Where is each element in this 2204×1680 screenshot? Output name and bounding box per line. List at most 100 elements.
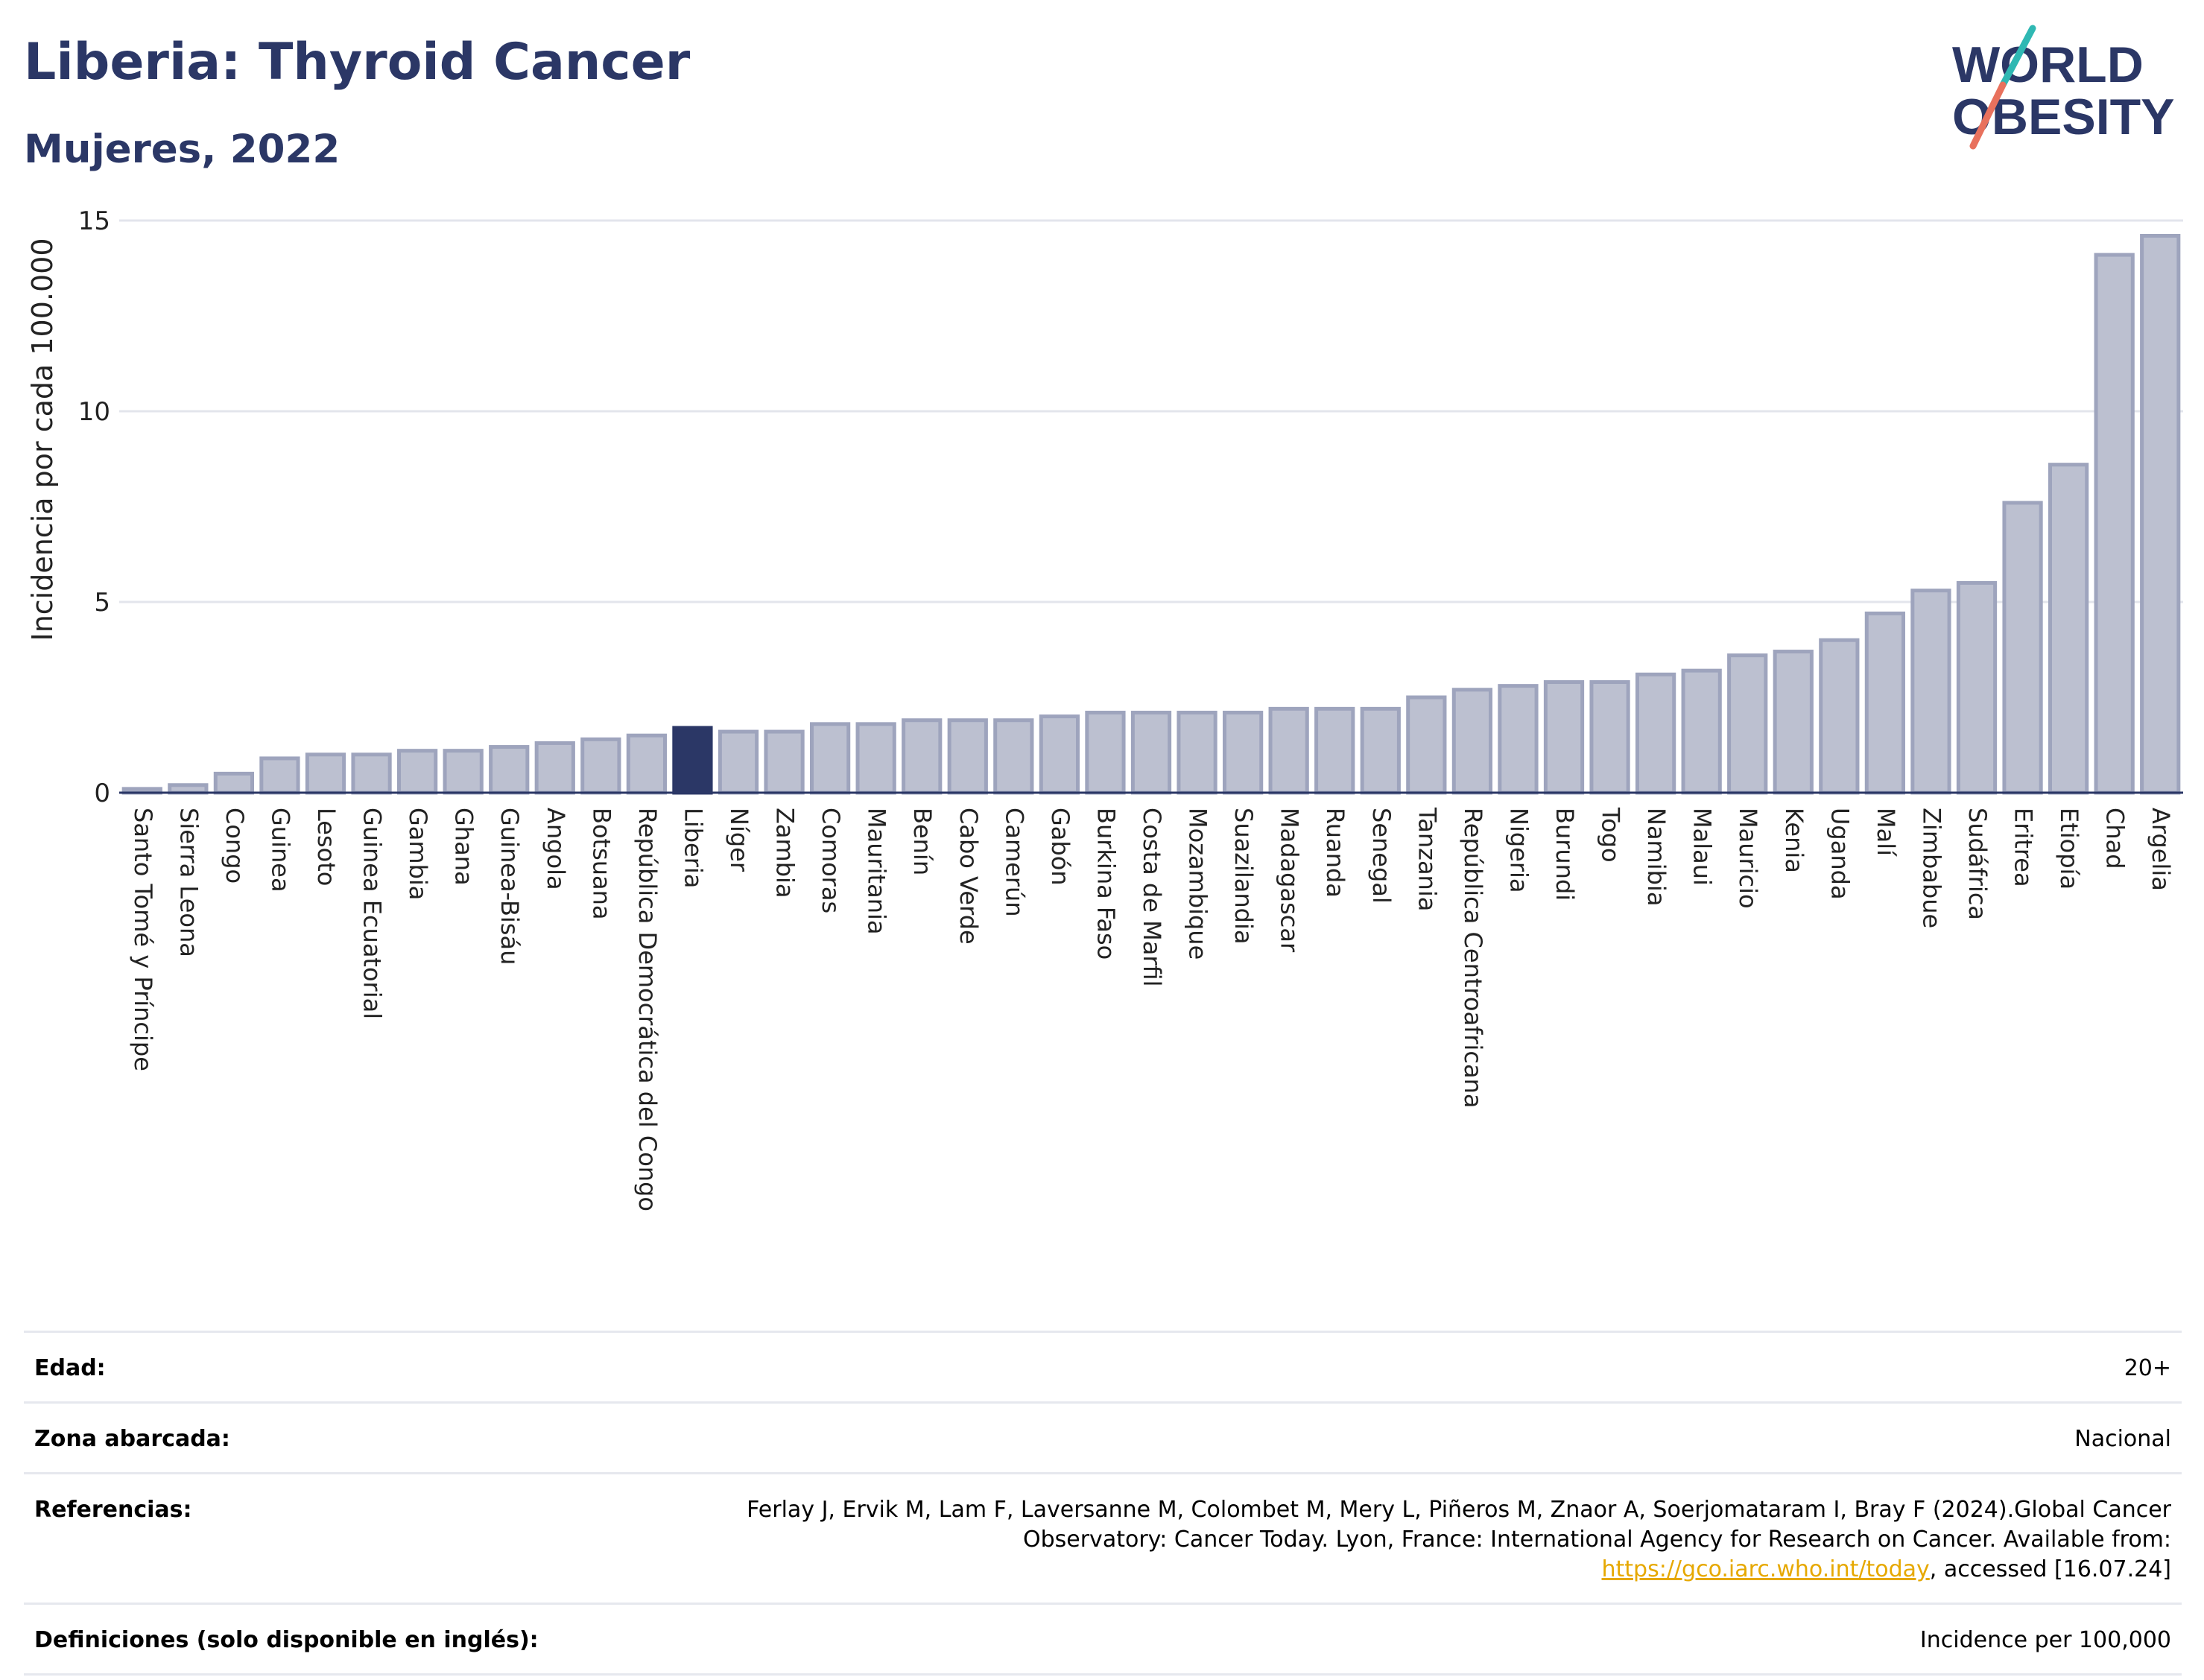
x-tick-label: Níger <box>725 808 753 872</box>
y-tick-label: 15 <box>78 206 110 236</box>
bar <box>626 733 668 795</box>
bar-chart: 0 5 10 15 Santo Tomé y Príncipe Sierra Leona… <box>26 206 2183 1211</box>
x-tick-label: Zimbabue <box>1917 808 1945 928</box>
x-tick-label: Suazilandia <box>1229 808 1258 944</box>
y-axis-label: Incidencia por cada 100.000 <box>26 238 59 641</box>
x-tick-label: Ruanda <box>1321 808 1349 898</box>
x-axis-labels: Santo Tomé y Príncipe Sierra Leona Congo Gu… <box>129 807 2175 1211</box>
meta-refs-link[interactable]: https://gco.iarc.who.int/today <box>1601 1556 1930 1582</box>
x-tick-label: Tanzania <box>1413 807 1441 911</box>
x-tick-label: Santo Tomé y Príncipe <box>129 808 157 1071</box>
bar <box>1681 668 1722 795</box>
y-tick-label: 10 <box>78 397 110 427</box>
meta-age-value: 20+ <box>2124 1355 2171 1381</box>
grid-lines <box>119 219 2183 603</box>
meta-row-references: Referencias: Ferlay J, Ervik M, Lam F, L… <box>24 1472 2182 1603</box>
x-tick-label: Nigeria <box>1504 808 1533 893</box>
x-tick-label: Gambia <box>404 808 432 900</box>
x-tick-label: Congo <box>221 808 249 884</box>
meta-defs-label: Definiciones (solo disponible en inglés)… <box>34 1627 539 1653</box>
x-tick-label: Mauricio <box>1734 808 1762 909</box>
bar <box>1222 710 1264 795</box>
bar <box>351 752 392 795</box>
meta-row-age: Edad: 20+ <box>24 1331 2182 1401</box>
x-tick-label: Botsuana <box>587 808 615 920</box>
x-tick-label: Namibia <box>1642 808 1671 906</box>
meta-zone-label: Zona abarcada: <box>34 1426 230 1452</box>
x-tick-label: Sudáfrica <box>1963 808 1992 920</box>
y-axis-ticks: 0 5 10 15 <box>78 206 110 808</box>
x-tick-label: Benín <box>908 808 937 875</box>
bar <box>1085 710 1126 795</box>
bar <box>580 737 621 795</box>
x-tick-label: República Centroafricana <box>1459 808 1487 1108</box>
x-tick-label: Mauritania <box>863 808 891 934</box>
x-tick-label: Zambia <box>771 808 799 898</box>
x-tick-label: Sierra Leona <box>174 808 203 957</box>
bar <box>855 722 896 795</box>
bar <box>993 718 1034 795</box>
x-tick-label: Madagascar <box>1276 808 1304 953</box>
bar <box>2094 253 2135 795</box>
bar <box>443 749 484 795</box>
bar <box>2048 463 2089 795</box>
bar <box>259 756 300 795</box>
bar <box>1635 672 1676 795</box>
x-tick-label: Camerún <box>1000 808 1028 917</box>
bar <box>809 722 851 795</box>
bar <box>1406 695 1447 795</box>
page-title: Liberia: Thyroid Cancer <box>24 33 691 92</box>
bar <box>1773 650 1814 795</box>
x-tick-label: Liberia <box>679 808 707 888</box>
x-tick-label: Senegal <box>1367 808 1396 904</box>
meta-refs-text: Ferlay J, Ervik M, Lam F, Laversanne M, … <box>747 1497 2171 1553</box>
bar <box>1268 706 1309 795</box>
x-tick-label: Malí <box>1872 808 1900 857</box>
bar <box>168 783 209 795</box>
x-tick-label: Angola <box>542 808 570 890</box>
x-tick-label: Chad <box>2101 808 2129 869</box>
x-tick-label: Mozambique <box>1184 808 1212 960</box>
x-tick-label: Argelia <box>2147 808 2175 891</box>
x-tick-label: Malaui <box>1688 808 1717 886</box>
bar <box>1130 710 1172 795</box>
bar <box>718 729 759 795</box>
bar <box>213 771 255 795</box>
world-obesity-logo: WORLD OBESITY <box>1952 25 2175 150</box>
bar <box>1819 638 1860 795</box>
bar <box>2140 233 2181 795</box>
x-tick-label: Uganda <box>1825 808 1854 900</box>
x-tick-label: Cabo Verde <box>954 808 983 945</box>
bar <box>1589 680 1630 795</box>
x-tick-label: Gabón <box>1046 808 1074 886</box>
meta-row-zone: Zona abarcada: Nacional <box>24 1401 2182 1472</box>
bar <box>902 718 943 795</box>
x-tick-label: Kenia <box>1780 808 1808 873</box>
meta-refs-label: Referencias: <box>34 1497 192 1523</box>
bar <box>1314 706 1355 795</box>
logo-line1: WORLD <box>1952 37 2144 93</box>
x-tick-label: Eritrea <box>2010 808 2038 887</box>
bar <box>1910 589 1951 795</box>
y-tick-label: 0 <box>94 779 110 808</box>
meta-defs-value: Incidence per 100,000 <box>1919 1627 2171 1653</box>
meta-age-label: Edad: <box>34 1355 106 1381</box>
bar <box>1177 710 1217 795</box>
metadata-table: Edad: 20+ Zona abarcada: Nacional Refere… <box>24 1331 2182 1676</box>
x-tick-label: Costa de Marfil <box>1138 808 1166 987</box>
bar <box>1039 714 1080 795</box>
bar <box>1360 706 1401 795</box>
x-tick-label: Burkina Faso <box>1092 808 1120 960</box>
bar <box>1498 684 1539 795</box>
bar <box>1956 580 1998 795</box>
x-tick-label: Burundi <box>1551 808 1579 901</box>
bar <box>947 718 988 795</box>
bar <box>1543 680 1585 795</box>
x-tick-label: Comoras <box>817 808 845 913</box>
bar <box>396 749 438 795</box>
bar <box>1727 653 1768 795</box>
bar <box>2002 501 2043 795</box>
bar <box>489 745 530 795</box>
x-tick-label: Guinea <box>266 808 294 893</box>
meta-refs-value: Ferlay J, Ervik M, Lam F, Laversanne M, … <box>681 1495 2171 1585</box>
